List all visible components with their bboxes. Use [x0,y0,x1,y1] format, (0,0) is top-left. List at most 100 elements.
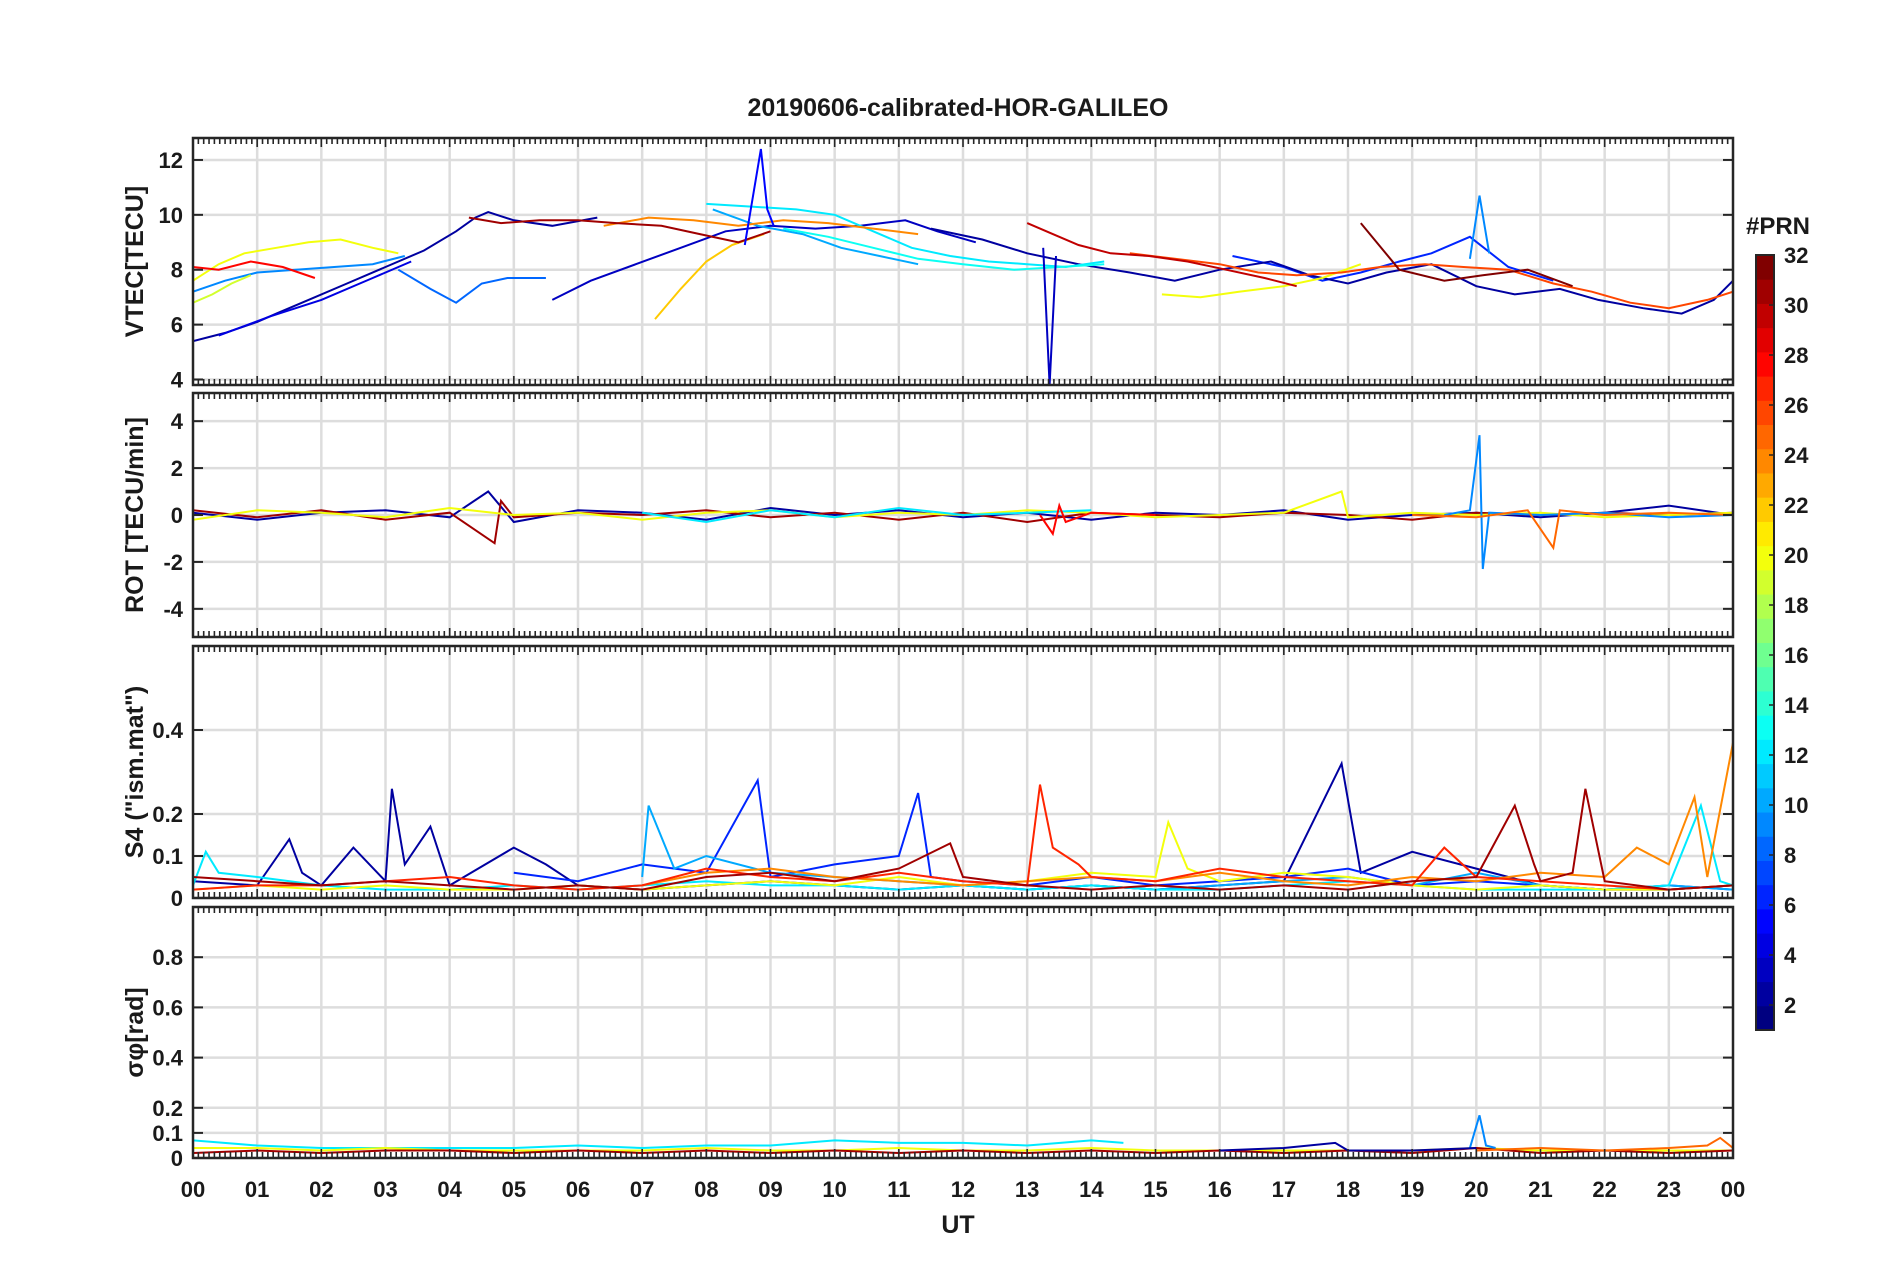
y-tick-label: 0.4 [152,718,183,743]
colorbar-cell [1756,812,1774,837]
panel-4: 00.10.2 0.4 0.6 0.8σφ[rad] [121,905,1735,1171]
y-tick-label: 2 [171,456,183,481]
colorbar-cell [1756,666,1774,692]
series-line [193,784,1733,891]
colorbar-tick-label: 4 [1784,943,1797,968]
y-tick-label: 0 [171,503,183,528]
x-tick-label: 00 [181,1177,205,1202]
series-line [218,260,412,337]
series-line [603,216,919,236]
colorbar-cell [1756,933,1774,958]
series-line [706,202,1105,269]
x-tick-label: 12 [951,1177,975,1202]
colorbar-cell [1756,569,1774,595]
colorbar-cell [1756,351,1774,377]
colorbar-cell [1756,472,1774,498]
series-line [468,216,771,244]
colorbar-tick-label: 24 [1784,443,1809,468]
y-tick-label: 0.6 [152,995,183,1020]
colorbar-cell [1756,981,1774,1007]
colorbar-cell [1756,255,1774,280]
series-line [1039,502,1156,537]
x-tick-label: 00 [1721,1177,1745,1202]
panel-1: 4 6 8 10 12 VTEC[TECU] [121,136,1735,393]
colorbar-cell [1756,860,1774,886]
x-tick-label: 22 [1592,1177,1616,1202]
y-tick-label: 6 [171,313,183,338]
x-tick-label: 23 [1657,1177,1681,1202]
series-line [193,274,252,304]
y-tick-label: 0 [171,1146,183,1171]
colorbar-tick-label: 14 [1784,693,1809,718]
x-tick-label: 06 [566,1177,590,1202]
colorbar-tick-label: 8 [1784,843,1796,868]
colorbar-cell [1756,957,1774,983]
colorbar-cell [1756,376,1774,401]
colorbar-cell [1756,690,1774,716]
colorbar-cell [1756,327,1774,353]
series-line [1026,222,1297,288]
series-group [193,148,1733,385]
series-line [1468,195,1491,259]
series-group [193,435,1733,570]
y-tick-label: 10 [159,203,183,228]
colorbar-cell [1756,884,1774,910]
y-tick-label: -2 [163,550,183,575]
series-group [193,742,1733,891]
colorbar-cell [1756,642,1774,668]
colorbar-cell [1756,400,1774,426]
colorbar-tick-label: 32 [1784,243,1808,268]
x-tick-label: 09 [758,1177,782,1202]
colorbar-tick-label: 16 [1784,643,1808,668]
colorbar-cell [1756,279,1774,304]
series-line [397,268,546,304]
series-line [642,506,1092,524]
x-tick-label: 01 [245,1177,269,1202]
series-line [930,227,1733,315]
colorbar-cell [1756,497,1774,522]
y-tick-label: 4 [171,409,184,434]
series-line [193,238,399,282]
panel-frame [191,905,1735,1160]
colorbar-cell [1756,739,1774,765]
series-line [1129,252,1733,310]
x-tick-label: 10 [822,1177,846,1202]
y-tick-label: 12 [159,148,183,173]
colorbar-cell [1756,618,1774,643]
series-line [1476,1136,1733,1152]
x-tick-label: 21 [1528,1177,1552,1202]
colorbar-tick-label: 28 [1784,343,1808,368]
series-line [1219,1141,1477,1152]
x-tick-label: 20 [1464,1177,1488,1202]
colorbar-tick-label: 20 [1784,543,1808,568]
panel-frame [191,644,1735,900]
y-tick-label: -4 [163,597,183,622]
colorbar-cell [1756,545,1774,571]
y-tick-label: 0.4 [152,1046,183,1071]
panel-3: 0 0.1 0.2 0.4S4 ("ism.mat") [121,644,1735,911]
colorbar-cell [1756,521,1774,547]
colorbar-cell [1756,594,1774,619]
series-line [551,219,977,301]
y-axis-label: VTEC[TECU] [121,186,149,337]
colorbar-frame [1755,254,1775,1031]
colorbar-tick-label: 2 [1784,993,1796,1018]
series-line [1161,263,1362,299]
colorbar-tick-label: 22 [1784,493,1808,518]
panel-frame [191,391,1735,639]
x-tick-label: 05 [502,1177,526,1202]
x-tick-label: 18 [1336,1177,1360,1202]
colorbar-label: #PRN [1746,213,1810,240]
x-tick-label: 11 [887,1177,910,1202]
series-line [743,148,775,246]
x-axis-label: UT [941,1211,974,1239]
colorbar-cell [1756,1005,1774,1031]
x-tick-label: 03 [373,1177,397,1202]
x-tick-label: 08 [694,1177,718,1202]
colorbar-tick-label: 6 [1784,893,1796,918]
colorbar-cell [1756,763,1774,789]
colorbar-tick-label: 12 [1784,743,1808,768]
y-tick-label: 8 [171,258,183,283]
series-line [193,1139,1124,1150]
